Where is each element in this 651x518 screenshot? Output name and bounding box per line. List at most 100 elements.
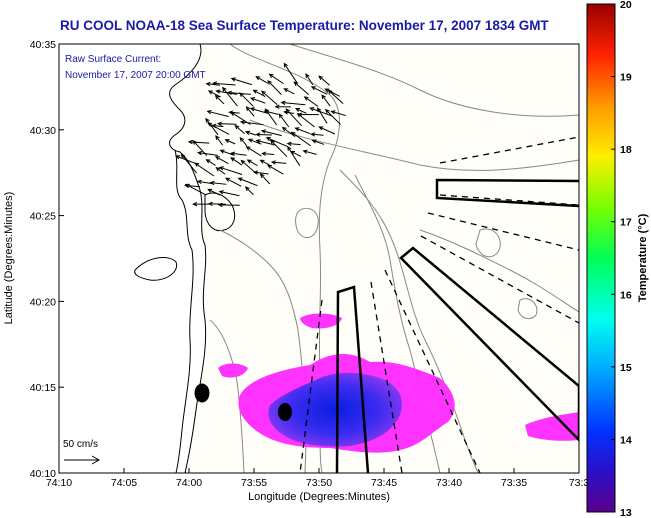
y-tick-label: 40:15 xyxy=(30,382,56,394)
current-vector-head xyxy=(324,88,330,93)
current-vector-head xyxy=(310,86,316,91)
current-vector xyxy=(219,166,243,175)
current-vector-head xyxy=(215,167,221,172)
current-vector-head xyxy=(205,117,210,123)
current-vector xyxy=(216,167,226,175)
current-vector-head xyxy=(226,90,232,95)
current-vector xyxy=(287,142,301,146)
map-plot-area xyxy=(59,44,579,473)
y-axis-label: Latitude (Degrees:Minutes) xyxy=(3,192,15,325)
current-vector xyxy=(317,107,328,124)
current-vector-head xyxy=(224,177,230,182)
current-vector xyxy=(328,89,344,104)
current-vector-head xyxy=(293,81,299,87)
current-vector-head xyxy=(264,108,270,114)
current-vector-head xyxy=(206,110,212,115)
current-vector xyxy=(262,152,275,156)
current-vector-head xyxy=(205,81,211,87)
current-vector-head xyxy=(294,127,300,132)
current-vector xyxy=(198,152,218,156)
current-vector xyxy=(222,87,238,107)
current-vector xyxy=(197,180,213,185)
current-vector-head xyxy=(184,183,190,188)
y-tick-label: 40:35 xyxy=(30,39,56,51)
colorbar-label: Temperature (°C) xyxy=(637,213,649,302)
current-vector-head xyxy=(290,131,296,137)
current-vector-head xyxy=(267,164,273,169)
colorbar-tick-label: 17 xyxy=(620,217,632,229)
current-vector-head xyxy=(309,107,315,112)
current-vector-head xyxy=(246,159,252,164)
current-vector xyxy=(281,102,306,106)
current-vector xyxy=(261,130,282,137)
colorbar-tick-label: 13 xyxy=(620,507,632,518)
current-vector-head xyxy=(249,107,255,112)
y-tick-label: 40:10 xyxy=(30,468,56,480)
current-vector xyxy=(245,186,254,196)
current-vector xyxy=(250,97,266,104)
current-vector-head xyxy=(245,146,251,151)
current-vector-head xyxy=(174,155,181,160)
current-vector xyxy=(250,107,268,114)
current-vector-head xyxy=(245,106,251,112)
current-vector xyxy=(225,177,242,187)
current-vector-head xyxy=(268,73,274,79)
current-vector xyxy=(215,95,225,105)
current-vector-head xyxy=(281,126,287,132)
current-vector-head xyxy=(286,141,292,146)
colorbar-tick-label: 16 xyxy=(620,289,632,301)
current-vector xyxy=(265,108,278,126)
current-vector-head xyxy=(209,180,215,186)
current-vector-head xyxy=(244,130,251,135)
current-vector-head xyxy=(305,73,310,79)
current-vector-head xyxy=(205,159,211,164)
current-vector xyxy=(260,173,271,185)
current-vector-head xyxy=(252,89,258,94)
x-tick-label: 74:10 xyxy=(46,477,72,489)
current-vector xyxy=(256,133,272,136)
current-vector-head xyxy=(215,135,220,140)
current-vector xyxy=(234,125,245,134)
current-vector xyxy=(293,81,310,96)
current-vector-head xyxy=(318,126,324,131)
current-vector xyxy=(311,86,328,95)
current-vector xyxy=(297,113,315,128)
current-vector-head xyxy=(303,96,309,101)
current-vector-head xyxy=(234,124,240,130)
current-vector xyxy=(305,73,314,86)
current-vector xyxy=(267,80,282,95)
colorbar-ticks: 20 19 18 17 16 15 14 13 xyxy=(611,0,632,518)
current-vector-head xyxy=(294,108,300,113)
current-vector-head xyxy=(260,129,266,134)
current-vector xyxy=(269,73,284,85)
current-vector-head xyxy=(224,139,230,144)
current-vector-head xyxy=(267,80,272,85)
current-vector-head xyxy=(310,132,316,137)
current-vector xyxy=(188,141,210,144)
current-vector xyxy=(271,161,287,164)
current-vector xyxy=(256,76,269,84)
current-vector xyxy=(181,154,198,174)
current-vector-head xyxy=(230,111,236,117)
current-vector-head xyxy=(187,139,193,145)
current-vector-head xyxy=(196,150,203,156)
colorbar-tick-label: 20 xyxy=(620,0,632,11)
current-vector-head xyxy=(218,166,224,171)
y-axis-ticks: 40:35 40:30 40:25 40:20 40:15 40:10 xyxy=(30,39,64,480)
current-vector xyxy=(185,184,206,196)
current-vector-head xyxy=(255,76,261,81)
current-vector-head xyxy=(218,190,224,195)
current-vector xyxy=(194,162,215,177)
current-vector-head xyxy=(194,162,200,167)
current-vector-head xyxy=(283,88,289,93)
current-vector xyxy=(254,171,269,175)
current-vector-head xyxy=(327,89,333,95)
current-vector-head xyxy=(255,132,261,137)
current-vector-head xyxy=(212,81,218,86)
current-vector xyxy=(213,82,236,86)
current-vector-head xyxy=(215,89,221,94)
radial-dashed-lines xyxy=(299,136,579,473)
current-vector-head xyxy=(207,188,213,193)
current-vector xyxy=(212,125,224,128)
x-axis-ticks: 74:10 74:05 74:00 73:55 73:50 73:45 73:40 73:35… xyxy=(46,468,589,489)
